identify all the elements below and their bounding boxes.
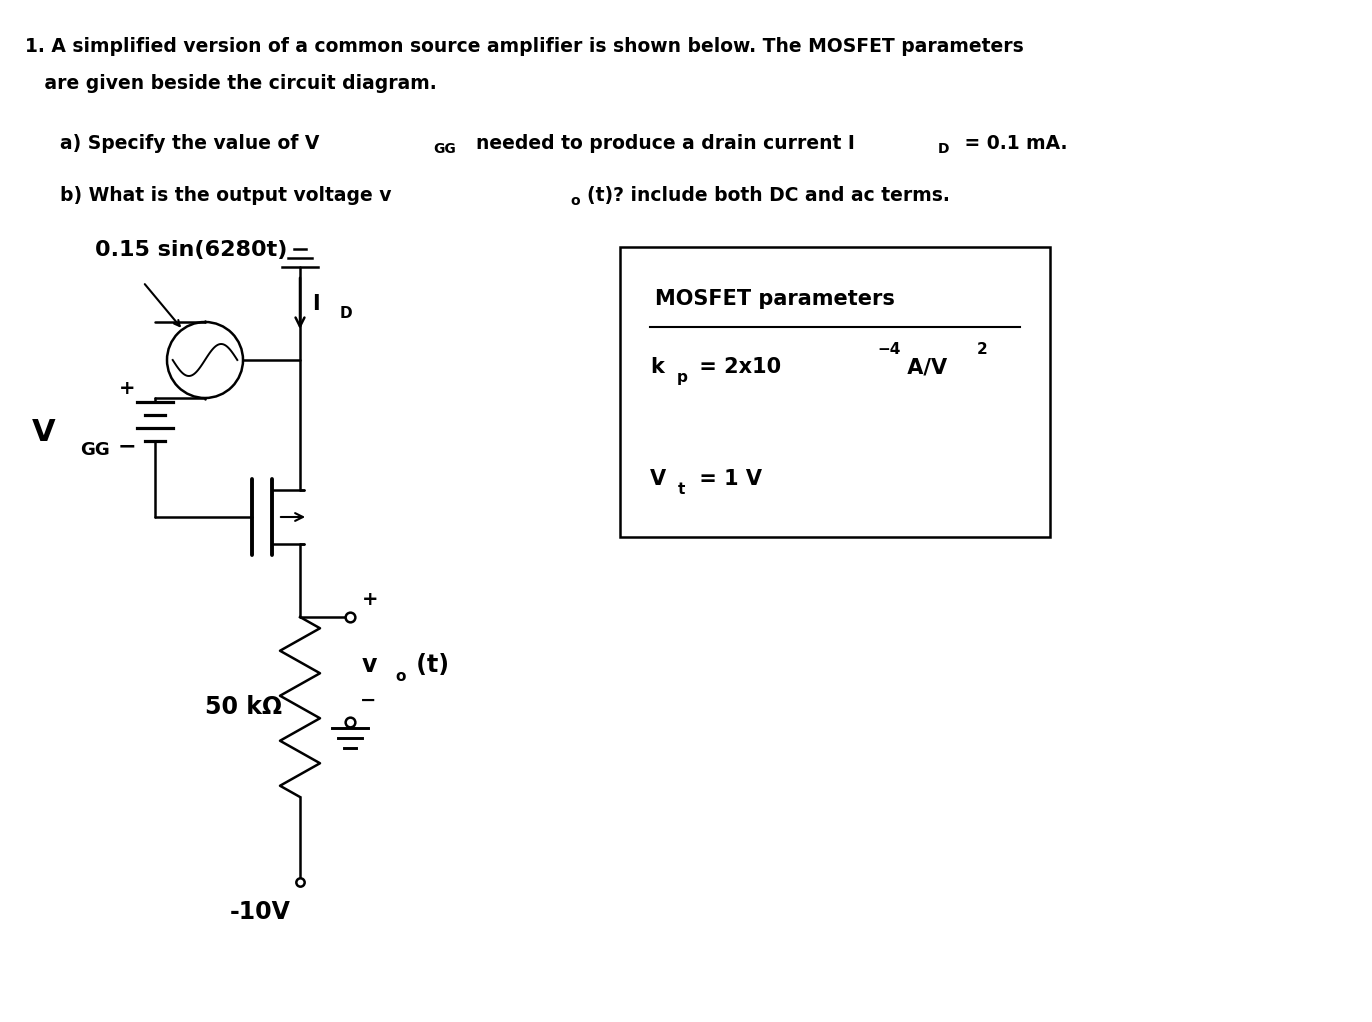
- Text: +: +: [119, 378, 136, 398]
- Text: 2: 2: [977, 341, 988, 357]
- Text: D: D: [340, 306, 353, 321]
- Text: MOSFET parameters: MOSFET parameters: [654, 289, 895, 309]
- Text: −: −: [359, 691, 376, 709]
- Text: 1. A simplified version of a common source amplifier is shown below. The MOSFET : 1. A simplified version of a common sour…: [25, 37, 1024, 56]
- Text: are given beside the circuit diagram.: are given beside the circuit diagram.: [25, 74, 436, 93]
- Text: A/V: A/V: [900, 357, 947, 377]
- Text: I: I: [311, 293, 320, 314]
- Text: 0.15 sin(6280t): 0.15 sin(6280t): [95, 240, 287, 260]
- Text: -10V: -10V: [229, 900, 291, 924]
- Text: p: p: [676, 370, 687, 384]
- Text: V: V: [32, 418, 56, 447]
- Text: (t): (t): [407, 652, 449, 677]
- Text: a) Specify the value of V: a) Specify the value of V: [60, 134, 320, 153]
- Text: GG: GG: [434, 142, 456, 156]
- Text: needed to produce a drain current I: needed to produce a drain current I: [462, 134, 855, 153]
- Text: t: t: [678, 481, 686, 497]
- Text: 50 kΩ: 50 kΩ: [204, 695, 283, 719]
- Text: o: o: [395, 669, 405, 684]
- Text: V: V: [650, 469, 667, 489]
- Text: k: k: [650, 357, 664, 377]
- Text: +: +: [362, 590, 379, 608]
- Text: = 1 V: = 1 V: [691, 469, 761, 489]
- Text: (t)? include both DC and ac terms.: (t)? include both DC and ac terms.: [587, 186, 949, 205]
- Bar: [620, 247, 1050, 537]
- Text: b) What is the output voltage v: b) What is the output voltage v: [60, 186, 391, 205]
- Text: −4: −4: [877, 341, 900, 357]
- Text: D: D: [938, 142, 949, 156]
- Text: = 0.1 mA.: = 0.1 mA.: [958, 134, 1067, 153]
- Text: GG: GG: [80, 442, 110, 459]
- Text: v: v: [362, 652, 377, 677]
- Text: = 2x10: = 2x10: [691, 357, 781, 377]
- Text: o: o: [569, 194, 579, 208]
- Text: −: −: [118, 436, 136, 456]
